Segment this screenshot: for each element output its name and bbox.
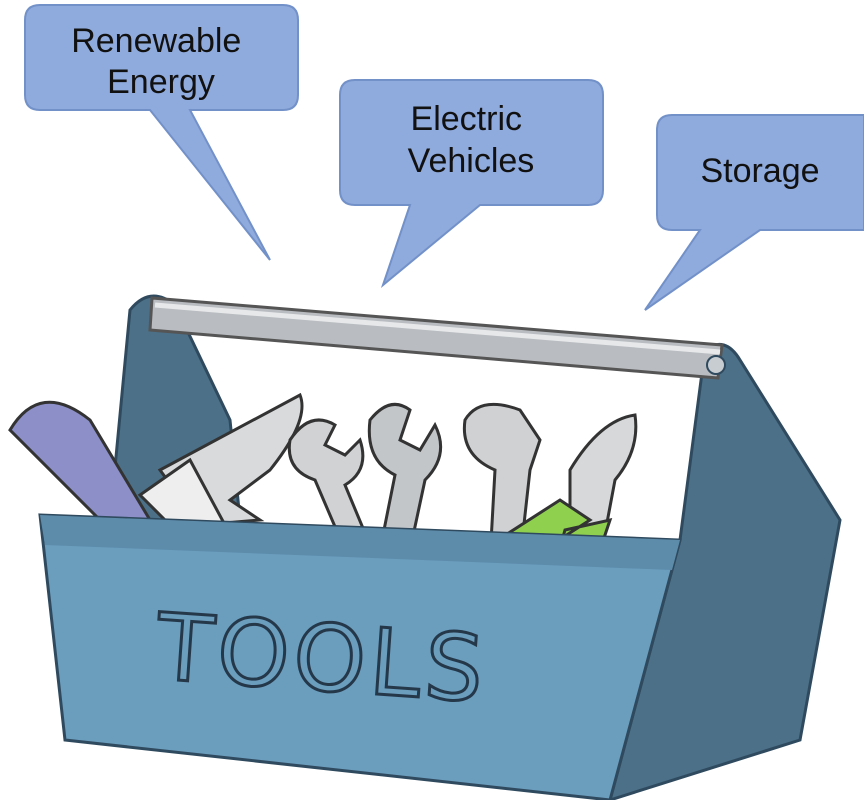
bubble-text: Renewable Energy <box>71 22 251 101</box>
bubble: Renewable Energy <box>24 4 299 261</box>
bubble: Electric Vehicles <box>339 79 604 289</box>
box-label: TOOLS <box>153 594 491 724</box>
toolbox: TOOLS <box>8 294 842 800</box>
bubble-text: Electric Vehicles <box>408 100 535 180</box>
bubble: Storage <box>644 114 864 311</box>
bubble-text: Storage <box>700 152 819 190</box>
